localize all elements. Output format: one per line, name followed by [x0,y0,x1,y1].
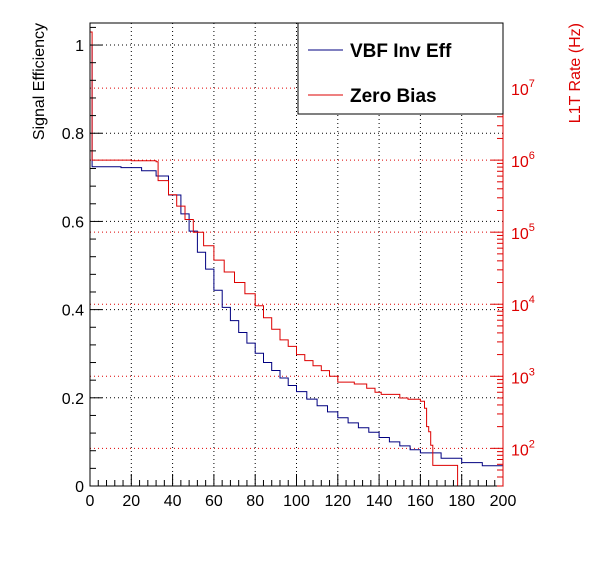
y-right-tick-exponent: 4 [529,294,535,306]
x-tick-label: 160 [407,493,434,510]
y-left-tick-label: 0.6 [62,214,84,231]
x-tick-label: 60 [205,493,223,510]
y-axis-right-label: L1T Rate (Hz) [567,23,584,123]
y-left-tick-label: 1 [75,38,84,55]
y-right-tick-exponent: 3 [529,366,535,378]
y-axis-left-label: Signal Efficiency [31,23,48,140]
x-tick-label: 40 [164,493,182,510]
legend-box [297,22,504,115]
series-layer [90,31,504,486]
y-right-tick-label: 104 [511,294,535,315]
series-line-zero-bias [90,31,459,486]
y-right-tick-exponent: 2 [529,438,535,450]
y-right-tick-exponent: 7 [529,78,535,90]
legend-label: VBF Inv Eff [350,41,452,62]
legend-label: Zero Bias [350,86,437,107]
x-tick-label: 140 [366,493,393,510]
y-right-tick-label: 102 [511,438,535,459]
y-right-tick-label: 103 [511,366,535,387]
x-tick-label: 180 [448,493,475,510]
series-line-vbf-inv-eff [90,44,504,469]
y-left-tick-label: 0.2 [62,391,84,408]
x-tick-label: 100 [283,493,310,510]
y-right-tick-exponent: 5 [529,222,535,234]
x-tick-label: 0 [86,493,95,510]
y-left-tick-label: 0 [75,479,84,496]
y-right-tick-exponent: 6 [529,150,535,162]
legend: VBF Inv Eff Zero Bias [297,22,504,115]
x-tick-label: 80 [246,493,264,510]
x-tick-label: 200 [490,493,517,510]
y-right-tick-label: 106 [511,150,535,171]
x-tick-label: 120 [324,493,351,510]
y-left-tick-label: 0.8 [62,126,84,143]
y-right-tick-label: 105 [511,222,535,243]
y-right-tick-label: 107 [511,78,535,99]
x-tick-label: 20 [122,493,140,510]
y-left-tick-label: 0.4 [62,303,84,320]
